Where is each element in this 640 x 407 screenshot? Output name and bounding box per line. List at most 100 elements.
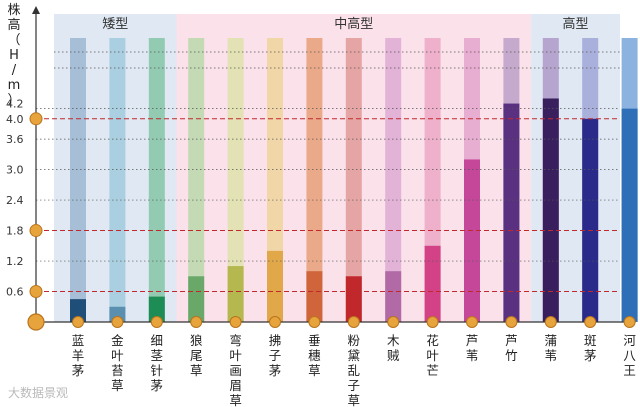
category-label-char: 乱	[348, 363, 361, 378]
reference-marker	[29, 112, 43, 126]
height-bar	[503, 103, 520, 322]
category-marker	[623, 316, 636, 328]
y-tick-label: 1.2	[6, 255, 24, 268]
category-label-char: 眉	[229, 378, 242, 393]
category-marker	[229, 316, 242, 328]
category-label-char: 茅	[151, 378, 164, 393]
category-marker	[111, 316, 124, 328]
category-label-char: 细	[151, 333, 164, 348]
category-label-char: 狼	[190, 333, 203, 348]
y-axis-label-char: （	[7, 33, 20, 48]
category-label-char: 花	[426, 333, 439, 348]
category-label-char: 斑	[584, 333, 597, 348]
category-marker	[505, 316, 518, 328]
height-bar	[345, 276, 362, 322]
category-labels: 蓝羊茅金叶苔草细茎针茅狼尾草弯叶画眉草拂子茅垂穗草粉黛乱子草木贼花叶芒芦苇芦竹蒲…	[72, 333, 637, 407]
height-bar	[188, 276, 205, 322]
max-height-bar	[345, 38, 362, 322]
y-tick-labels: 0.6 1.2 1.8 2.4 3.0 3.6 4.0 4.2 株高（H/m）	[6, 3, 24, 299]
y-tick-label: 4.0	[6, 113, 24, 126]
category-marker	[308, 316, 321, 328]
group-label: 中高型	[334, 16, 373, 32]
category-label-char: 木	[387, 333, 400, 348]
category-marker	[544, 316, 557, 328]
category-label-char: 茅	[584, 348, 597, 363]
max-height-bar	[70, 38, 86, 322]
height-bar	[424, 245, 441, 322]
watermark: 大数据景观	[8, 386, 69, 400]
category-label-char: 芦	[505, 333, 518, 348]
category-label-char: 尾	[190, 348, 203, 363]
category-label-char: 子	[269, 348, 282, 363]
category-label-char: 蒲	[545, 333, 558, 348]
category-label-char: 草	[229, 393, 242, 407]
y-axis-label-char: ）	[7, 93, 20, 108]
height-bar	[267, 250, 283, 322]
category-label-char: 芒	[426, 363, 439, 378]
category-label-char: 苔	[111, 363, 124, 378]
category-marker	[150, 316, 163, 328]
y-tick-label: 3.0	[6, 164, 24, 177]
max-height-bar	[306, 38, 323, 322]
height-bar	[148, 296, 165, 322]
y-axis-label-char: H	[9, 48, 19, 63]
category-label-char: 王	[623, 363, 636, 378]
height-bar	[70, 299, 86, 322]
reference-marker	[29, 285, 43, 299]
group-bands	[54, 14, 620, 322]
y-axis-label-char: 株	[7, 3, 20, 18]
category-label-char: 羊	[72, 348, 85, 363]
y-tick-label: 4.2	[6, 98, 24, 111]
height-bars	[70, 98, 638, 322]
category-label-char: 八	[623, 348, 636, 363]
height-bar	[306, 271, 323, 322]
category-label-char: 蓝	[72, 333, 85, 348]
category-label-char: 苇	[545, 348, 558, 363]
height-bar	[385, 271, 402, 322]
height-bar	[542, 98, 559, 322]
category-label-char: 草	[111, 378, 124, 393]
group-labels: 矮型 中高型 高型	[102, 16, 588, 32]
category-label-char: 芦	[466, 333, 479, 348]
category-marker	[347, 316, 360, 328]
category-label-char: 叶	[111, 348, 124, 363]
category-marker	[269, 316, 281, 328]
group-label: 高型	[563, 16, 589, 32]
axes	[27, 6, 636, 331]
height-bar	[227, 266, 244, 322]
category-label-char: 茎	[151, 348, 164, 363]
y-tick-label: 2.4	[6, 194, 24, 207]
category-label-char: 针	[151, 363, 164, 378]
height-bar	[582, 118, 599, 322]
category-label-char: 竹	[505, 348, 518, 363]
y-axis-label-char: 高	[7, 17, 20, 33]
category-label-char: 苇	[466, 348, 479, 363]
y-axis-label-char: m	[8, 78, 21, 93]
category-label-char: 垂	[308, 333, 321, 348]
max-height-bar	[188, 38, 205, 322]
category-label-char: 画	[229, 363, 242, 378]
category-marker	[72, 316, 84, 328]
y-tick-label: 0.6	[6, 286, 24, 299]
gridlines	[36, 51, 620, 293]
category-label-char: 弯	[229, 333, 242, 348]
category-label-char: 子	[348, 378, 361, 393]
y-axis-label-char: /	[12, 63, 17, 78]
category-label-char: 茅	[72, 363, 85, 378]
category-label-char: 草	[308, 363, 321, 378]
category-marker	[190, 316, 203, 328]
height-bar	[464, 159, 480, 322]
category-label-char: 叶	[426, 348, 439, 363]
category-marker	[584, 316, 597, 328]
category-marker	[426, 316, 439, 328]
y-tick-label: 1.8	[6, 225, 24, 238]
category-label-char: 贼	[387, 348, 400, 363]
category-label-char: 拂	[269, 333, 282, 348]
max-height-bar	[385, 38, 402, 322]
category-label-char: 金	[111, 333, 124, 348]
category-label-char: 穗	[308, 348, 321, 363]
category-marker	[387, 316, 400, 328]
category-label-char: 粉	[348, 333, 361, 348]
category-label-char: 河	[623, 333, 636, 348]
